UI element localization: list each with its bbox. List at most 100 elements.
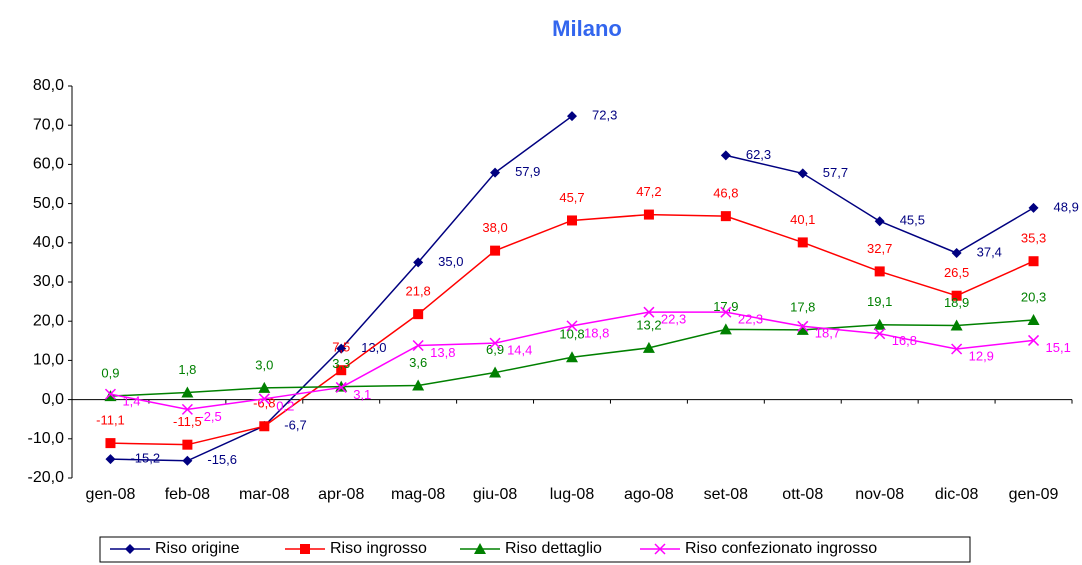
marker <box>182 439 193 450</box>
marker <box>950 319 963 331</box>
data-label: 7,5 <box>332 340 350 355</box>
marker <box>567 111 577 122</box>
series-line <box>110 115 573 462</box>
marker <box>259 421 270 432</box>
data-label: 3,3 <box>332 356 350 371</box>
y-tick-label: 40,0 <box>33 234 64 251</box>
x-tick-label: giu-08 <box>473 486 518 503</box>
x-tick-label: ago-08 <box>624 486 674 503</box>
marker <box>336 343 347 354</box>
y-tick-label: 30,0 <box>33 273 64 290</box>
x-tick-label: apr-08 <box>318 486 364 503</box>
data-label: 37,4 <box>977 244 1002 259</box>
marker <box>566 320 578 332</box>
marker <box>797 168 808 179</box>
marker <box>951 247 962 258</box>
data-label: 26,5 <box>944 265 969 280</box>
marker <box>335 381 347 393</box>
marker <box>412 339 424 352</box>
series-line <box>725 154 1034 254</box>
marker <box>643 306 655 318</box>
y-tick-label: 0,0 <box>42 391 64 408</box>
marker <box>797 237 808 248</box>
data-label: 35,3 <box>1021 231 1046 246</box>
data-label: 72,3 <box>592 108 617 123</box>
legend-label: Riso origine <box>155 540 240 557</box>
data-label: 20,3 <box>1021 289 1046 304</box>
data-label: -15,2 <box>130 451 160 466</box>
data-label: 14,4 <box>507 343 532 358</box>
data-label: 40,1 <box>790 212 815 227</box>
data-label: 57,7 <box>823 165 848 180</box>
legend-label: Riso ingrosso <box>330 540 427 557</box>
data-label: 22,3 <box>738 312 763 327</box>
data-label: 13,2 <box>636 317 661 332</box>
marker <box>719 323 732 335</box>
data-label: 18,7 <box>815 326 840 341</box>
data-label: -2,5 <box>199 409 221 424</box>
data-label: 3,6 <box>409 355 427 370</box>
data-label: -15,6 <box>207 452 237 467</box>
x-tick-label: mag-08 <box>391 486 445 503</box>
data-label: 17,9 <box>713 299 738 314</box>
marker <box>335 380 348 392</box>
marker <box>567 215 577 226</box>
data-label: 18,9 <box>944 295 969 310</box>
marker <box>1027 314 1040 326</box>
data-label: 62,3 <box>746 147 771 162</box>
marker <box>1028 202 1039 213</box>
x-tick-label: lug-08 <box>550 486 595 503</box>
marker <box>566 351 578 363</box>
marker <box>874 328 886 340</box>
data-label: 47,2 <box>636 184 661 199</box>
data-label: 6,9 <box>486 342 504 357</box>
x-tick-label: nov-08 <box>855 486 904 503</box>
y-tick-label: 80,0 <box>33 77 64 94</box>
data-label: 0,9 <box>101 366 119 381</box>
marker <box>412 379 425 391</box>
y-tick-label: 70,0 <box>33 116 64 133</box>
x-tick-label: ott-08 <box>782 486 823 503</box>
legend-label: Riso confezionato ingrosso <box>685 540 877 557</box>
y-tick-label: 60,0 <box>33 156 64 173</box>
data-label: 10,8 <box>559 327 584 342</box>
data-label: 16,8 <box>892 333 917 348</box>
legend <box>99 536 971 563</box>
marker <box>1028 334 1040 346</box>
data-label: 38,0 <box>482 220 507 235</box>
data-label: 45,7 <box>559 190 584 205</box>
data-label: 45,5 <box>900 213 925 228</box>
data-label: 21,8 <box>405 284 430 299</box>
data-label: 1,4 <box>122 394 140 409</box>
data-label: 57,9 <box>515 164 540 179</box>
data-label: 12,9 <box>969 348 994 363</box>
marker <box>181 386 194 398</box>
marker <box>643 209 654 220</box>
data-label: 3,0 <box>255 357 273 372</box>
marker <box>720 306 732 318</box>
y-tick-label: -20,0 <box>28 469 65 486</box>
marker <box>336 365 347 376</box>
marker <box>104 388 116 400</box>
marker <box>105 454 116 465</box>
marker <box>105 438 116 449</box>
data-label: -11,5 <box>173 414 202 429</box>
marker <box>797 320 809 332</box>
legend-marker <box>654 543 666 555</box>
data-label: 3,1 <box>353 387 371 402</box>
marker <box>181 403 193 415</box>
data-label: 15,1 <box>1046 340 1071 355</box>
y-tick-label: -10,0 <box>28 430 65 447</box>
marker <box>874 216 885 227</box>
marker <box>720 211 731 222</box>
x-tick-label: gen-08 <box>86 486 136 503</box>
legend-marker <box>474 543 486 554</box>
marker <box>182 455 193 466</box>
marker <box>413 309 424 320</box>
x-tick-label: mar-08 <box>239 486 290 503</box>
data-label: 17,8 <box>790 299 815 314</box>
legend-marker <box>300 544 310 554</box>
data-label: 48,9 <box>1054 199 1079 214</box>
marker <box>720 150 731 161</box>
marker <box>490 245 501 256</box>
